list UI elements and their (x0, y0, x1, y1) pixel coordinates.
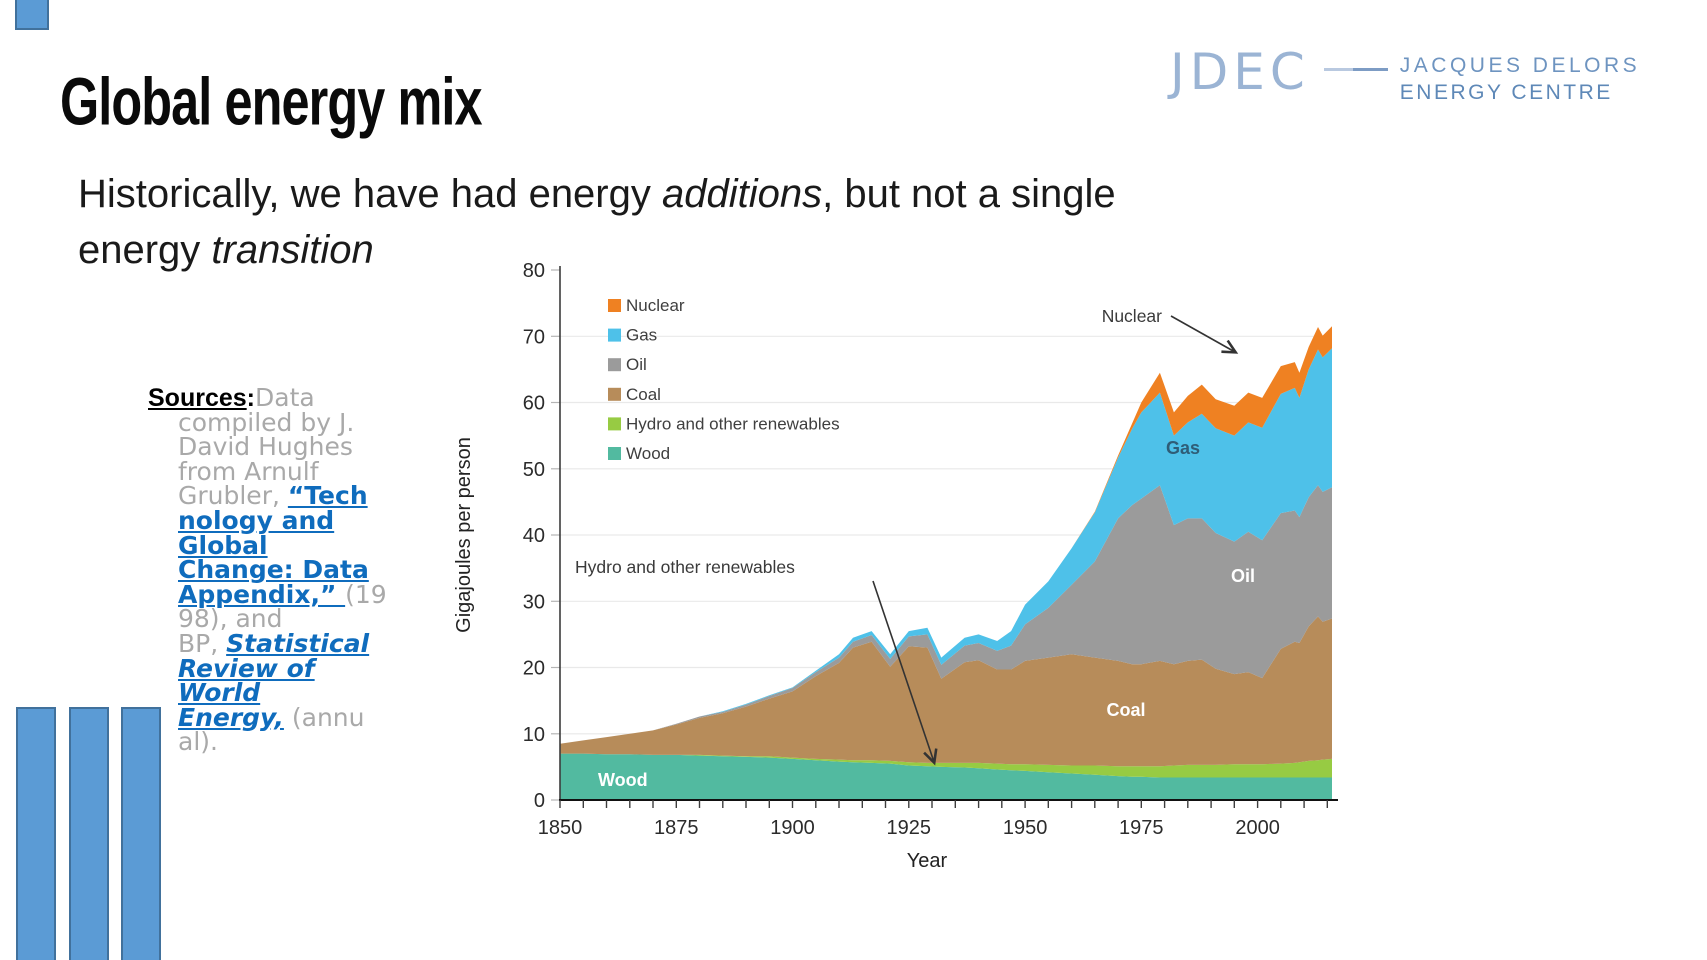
legend-label: Hydro and other renewables (626, 414, 840, 433)
y-tick-label-80: 80 (523, 260, 545, 282)
sources-text: Data compiled by J. David Hughes from Ar… (178, 383, 355, 511)
nuclear-annotation-arrow (1170, 315, 1239, 354)
y-tick-label-20: 20 (523, 658, 545, 680)
accent-bar-2 (69, 707, 109, 960)
x-axis-title: Year (907, 850, 948, 872)
legend-swatch (608, 417, 621, 431)
subtitle-emphasis: transition (211, 228, 374, 272)
hydro-annotation-label: Hydro and other renewables (575, 557, 795, 577)
nuclear-annotation-label: Nuclear (1102, 306, 1162, 326)
corner-accent-square (15, 0, 49, 30)
sources-text: (19 98), and BP, (178, 579, 387, 658)
accent-bar-1 (16, 707, 56, 960)
area-hydro-and-other-renewables (560, 753, 1332, 778)
legend-swatch (608, 299, 621, 312)
legend-swatch (608, 447, 621, 460)
energy-mix-chart: 0 10 20 30 40 50 60 70 80 1850 1875 1900 1925 1950 197… (453, 260, 1338, 872)
subtitle-emphasis: additions (661, 172, 823, 216)
area-oil (560, 485, 1332, 744)
area-gas (560, 348, 1332, 744)
subtitle-text: Historically, we have had energy (78, 172, 662, 216)
sources-text: : (246, 384, 255, 412)
subtitle-text: , but not a single (822, 172, 1116, 216)
area-coal (560, 616, 1332, 767)
subtitle: Historically, we have had energy additio… (78, 166, 1278, 278)
hydro-annotation-arrow (872, 580, 938, 766)
y-tick-label-40: 40 (523, 525, 545, 547)
legend-item-nuclear: Nuclear (608, 296, 685, 315)
legend-label: Coal (626, 385, 661, 404)
logo-line2: ENERGY CENTRE (1399, 81, 1613, 104)
x-tick-label-1900: 1900 (770, 817, 815, 839)
legend-label: Nuclear (626, 296, 685, 315)
y-tick-label-70: 70 (523, 326, 545, 348)
oil-area-label: Oil (1231, 566, 1255, 586)
gas-area-label: Gas (1166, 438, 1200, 458)
x-tick-label-1850: 1850 (538, 817, 583, 839)
legend-swatch (608, 387, 621, 401)
y-tick-label-0: 0 (534, 790, 545, 812)
chart-legend: Nuclear Gas Oil Coal Hydro and other renewab… (608, 296, 840, 463)
x-tick-label-1975: 1975 (1119, 817, 1164, 839)
y-tick-label-10: 10 (523, 724, 545, 746)
legend-swatch (608, 328, 621, 342)
sources-note: Sources:Data compiled by J. David Hughes… (148, 383, 498, 757)
x-tick-label-2000: 2000 (1235, 817, 1280, 839)
logo-text: JACQUES DELORS ENERGY CENTRE (1400, 52, 1640, 106)
jdec-logo: JDEC JACQUES DELORS ENERGY CENTRE (1170, 44, 1640, 106)
accent-bar-3 (121, 707, 161, 960)
jdec-logo-mark: JDEC (1170, 43, 1310, 101)
legend-item-gas: Gas (608, 326, 657, 345)
legend-item-hydro-and-other-renewables: Hydro and other renewables (608, 414, 840, 433)
logo-line1: JACQUES DELORS (1399, 54, 1641, 77)
area-wood (560, 753, 1332, 800)
legend-item-oil: Oil (608, 355, 647, 374)
sources-label: Sources (148, 384, 247, 412)
legend-label: Wood (626, 444, 670, 463)
wood-area-label: Wood (598, 770, 648, 790)
y-tick-label-50: 50 (523, 459, 545, 481)
legend-item-wood: Wood (608, 444, 670, 463)
y-tick-label-60: 60 (523, 393, 545, 415)
sources-text: (annu al). (178, 702, 365, 757)
x-tick-label-1950: 1950 (1003, 817, 1048, 839)
legend-swatch (608, 358, 621, 372)
x-tick-label-1875: 1875 (654, 817, 699, 839)
chart-areas (560, 326, 1332, 800)
legend-item-coal: Coal (608, 385, 661, 404)
subtitle-text: energy (78, 228, 212, 272)
source-link-bp[interactable]: Statistical Review of World Energy, (178, 628, 370, 732)
legend-label: Gas (626, 326, 657, 345)
logo-dash (1323, 68, 1388, 71)
x-tick-label-1925: 1925 (887, 817, 932, 839)
page-title: Global energy mix (60, 63, 483, 139)
source-link-grubler[interactable]: “Tech nology and Global Change: Data App… (178, 481, 369, 609)
y-tick-label-30: 30 (523, 591, 545, 613)
legend-label: Oil (626, 355, 647, 374)
coal-area-label: Coal (1106, 700, 1145, 720)
y-axis-title: Gigajoules per person (453, 437, 475, 633)
chart-axes: 0 10 20 30 40 50 60 70 80 1850 1875 1900 1925 1950 197… (523, 260, 1338, 839)
